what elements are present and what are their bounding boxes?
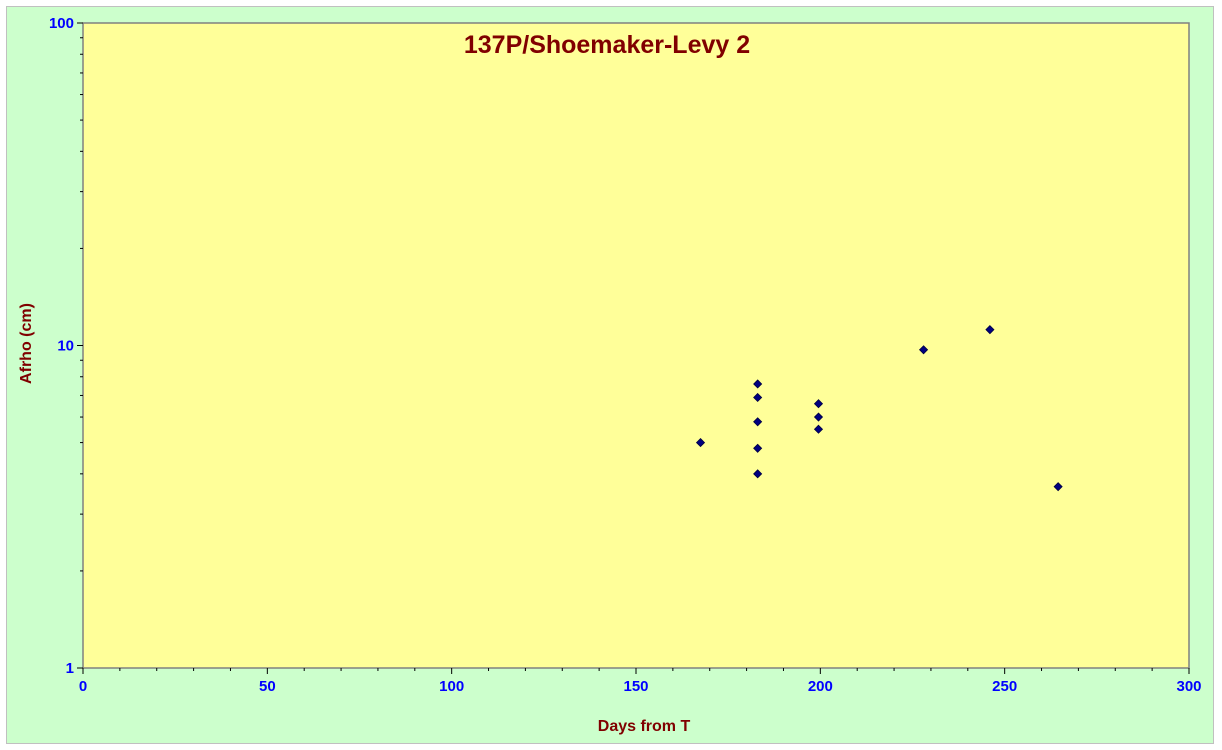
x-tick-labels: 0 50 100 150 200 250 300 xyxy=(79,678,1202,695)
data-point xyxy=(813,412,824,422)
plot-area xyxy=(82,22,1190,669)
x-tick-label: 100 xyxy=(439,678,464,695)
y-tick-label: 1 xyxy=(66,660,74,677)
chart-title: 137P/Shoemaker-Levy 2 xyxy=(464,31,750,59)
data-point xyxy=(1053,482,1063,492)
x-tick-label: 250 xyxy=(992,678,1017,695)
data-point xyxy=(753,417,763,427)
y-axis-title: Afrho (cm) xyxy=(18,303,35,384)
x-axis-title: Days from T xyxy=(598,718,691,735)
data-point xyxy=(753,392,763,403)
y-tick-label: 100 xyxy=(49,15,74,32)
chart-frame: 0 50 100 150 200 250 300 1 10 100 137P/Shoemaker… xyxy=(6,6,1214,744)
x-tick-label: 50 xyxy=(259,678,276,695)
y-tick-label: 10 xyxy=(57,338,74,355)
minor-ticks xyxy=(80,37,1153,671)
data-point xyxy=(813,399,824,409)
data-point xyxy=(753,443,763,453)
data-point xyxy=(753,469,763,479)
y-tick-labels: 1 10 100 xyxy=(49,15,74,677)
x-tick-label: 150 xyxy=(623,678,648,695)
data-point xyxy=(918,345,929,355)
x-tick-label: 300 xyxy=(1176,678,1201,695)
major-ticks xyxy=(77,22,1190,674)
data-point xyxy=(985,325,995,335)
data-points xyxy=(695,325,1063,492)
data-point xyxy=(813,424,824,434)
x-tick-label: 0 xyxy=(79,678,87,695)
x-tick-label: 200 xyxy=(808,678,833,695)
scatter-chart: 0 50 100 150 200 250 300 1 10 100 137P/Shoemaker… xyxy=(18,15,1202,735)
data-point xyxy=(753,379,763,389)
data-point xyxy=(695,438,706,448)
